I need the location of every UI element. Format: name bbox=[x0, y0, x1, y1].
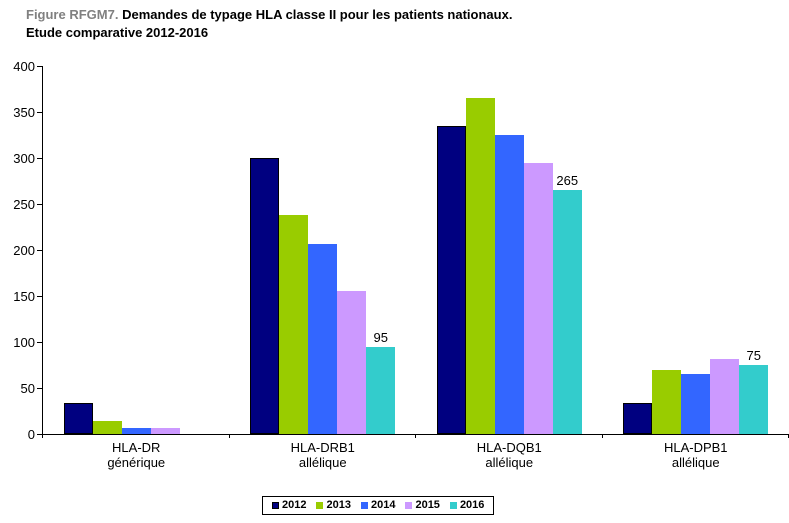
bar-2016: 265 bbox=[552, 174, 582, 434]
bar-2014 bbox=[308, 243, 338, 434]
bar-2015 bbox=[337, 291, 367, 434]
x-tick-mark bbox=[601, 434, 603, 438]
x-tick-mark bbox=[42, 434, 43, 438]
bar-2012 bbox=[63, 402, 93, 434]
y-tick-label: 100 bbox=[13, 335, 35, 350]
y-tick-label: 0 bbox=[27, 427, 35, 442]
bar-2013 bbox=[279, 215, 309, 434]
legend-label: 2015 bbox=[415, 499, 440, 511]
bar-2014 bbox=[121, 428, 151, 434]
bar-2014 bbox=[494, 135, 524, 434]
category-label: HLA-DQB1 allélique bbox=[476, 440, 542, 470]
bar-2013 bbox=[652, 369, 682, 434]
category-label: HLA-DRB1 allélique bbox=[290, 440, 355, 470]
legend-label: 2013 bbox=[326, 499, 351, 511]
y-tick-mark bbox=[37, 341, 43, 343]
bar-group: 265 HLA-DQB1 allélique bbox=[416, 66, 603, 470]
data-label: 95 bbox=[373, 329, 388, 345]
bar-2012 bbox=[436, 125, 466, 434]
legend-item-2013: 2013 bbox=[316, 499, 351, 511]
y-tick-mark bbox=[37, 111, 43, 113]
legend: 2012 2013 2014 2015 2016 bbox=[262, 496, 495, 515]
legend-item-2012: 2012 bbox=[272, 500, 306, 511]
bar-2016: 95 bbox=[366, 331, 396, 434]
bar-2013 bbox=[465, 98, 495, 434]
x-tick-mark bbox=[415, 434, 416, 438]
data-label: 75 bbox=[746, 348, 761, 363]
x-tick-mark bbox=[228, 434, 230, 438]
y-tick-label: 400 bbox=[13, 59, 35, 74]
bar-group: 95 HLA-DRB1 allélique bbox=[230, 66, 417, 470]
y-tick-label: 300 bbox=[13, 151, 35, 166]
plot-area: 0 50 100 150 200 250 300 350 400 HLA-DR générique… bbox=[13, 60, 789, 470]
chart-title: Figure RFGM7. Demandes de typage HLA cla… bbox=[26, 6, 512, 42]
bar-2012 bbox=[250, 158, 280, 434]
y-tick-label: 150 bbox=[13, 289, 35, 304]
bar-group: HLA-DR générique bbox=[43, 66, 230, 470]
y-tick-label: 200 bbox=[13, 243, 35, 258]
y-tick-mark bbox=[37, 203, 43, 205]
bar-2014 bbox=[681, 374, 711, 434]
legend-item-2015: 2015 bbox=[405, 499, 440, 511]
y-tick-mark bbox=[37, 387, 43, 389]
legend-item-2014: 2014 bbox=[360, 499, 396, 511]
y-tick-label: 250 bbox=[13, 197, 35, 212]
y-tick-mark bbox=[37, 157, 43, 159]
title-subtitle-text: Etude comparative 2012-2016 bbox=[26, 25, 209, 40]
legend-swatch-icon bbox=[449, 502, 457, 509]
y-tick-label: 350 bbox=[13, 105, 35, 120]
bar-2016: 75 bbox=[739, 349, 769, 434]
bar-2012 bbox=[623, 402, 653, 434]
legend-swatch-icon bbox=[272, 502, 279, 509]
figure-number-label: Figure RFGM7. bbox=[26, 7, 119, 22]
y-tick-mark bbox=[37, 65, 43, 67]
category-label: HLA-DR générique bbox=[107, 440, 166, 470]
legend-label: 2012 bbox=[282, 499, 307, 511]
y-tick-mark bbox=[37, 433, 43, 435]
legend-item-2016: 2016 bbox=[449, 499, 485, 511]
y-tick-label: 50 bbox=[20, 381, 35, 396]
bar-2013 bbox=[92, 421, 122, 434]
category-label: HLA-DPB1 allélique bbox=[663, 440, 728, 470]
bar-2015 bbox=[710, 359, 740, 434]
bar-2015 bbox=[150, 427, 180, 434]
bar-group: 75 HLA-DPB1 allélique bbox=[603, 66, 789, 470]
y-tick-mark bbox=[37, 295, 43, 297]
legend-swatch-icon bbox=[360, 502, 368, 509]
legend-label: 2014 bbox=[370, 499, 396, 511]
y-tick-mark bbox=[37, 249, 43, 251]
legend-label: 2016 bbox=[459, 499, 485, 511]
legend-swatch-icon bbox=[405, 502, 413, 509]
data-label: 265 bbox=[556, 173, 579, 189]
legend-swatch-icon bbox=[316, 502, 324, 509]
bar-2015 bbox=[523, 162, 553, 434]
title-main-text: Demandes de typage HLA classe II pour le… bbox=[122, 7, 513, 22]
